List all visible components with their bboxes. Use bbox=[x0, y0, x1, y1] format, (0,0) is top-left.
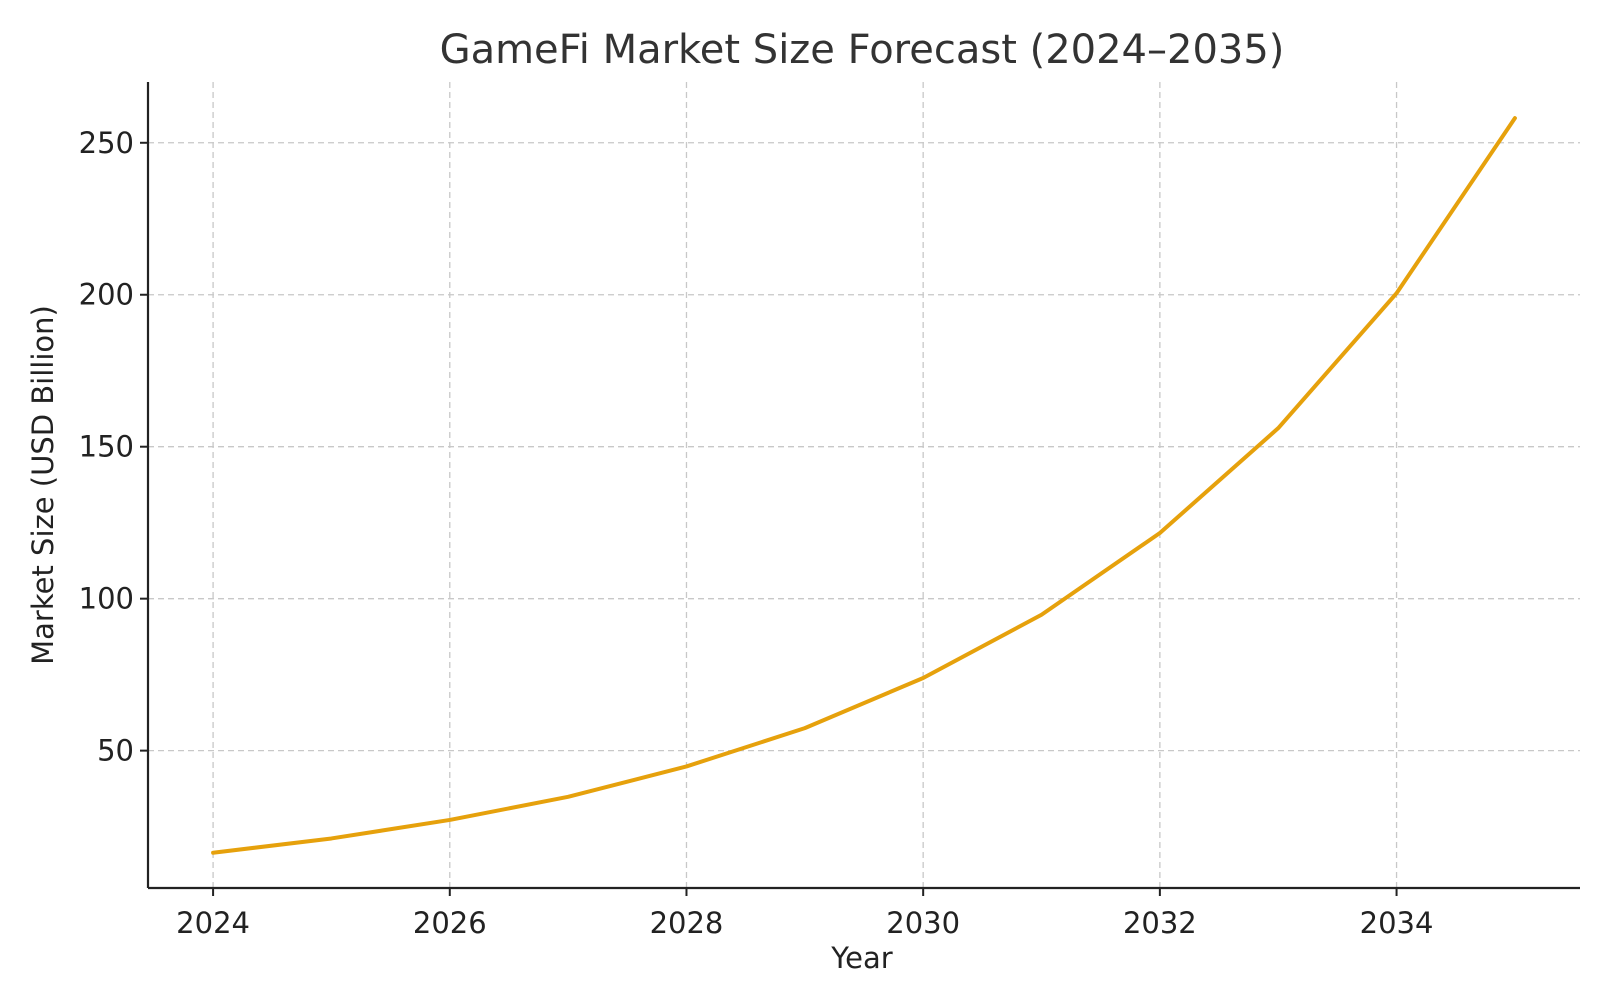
data-point bbox=[211, 851, 215, 855]
x-tick-label: 2034 bbox=[1360, 906, 1434, 940]
y-tick-label: 250 bbox=[79, 126, 134, 160]
y-tick-label: 100 bbox=[79, 582, 134, 616]
data-point bbox=[329, 836, 333, 840]
series-layer bbox=[211, 116, 1517, 855]
y-axis-label: Market Size (USD Billion) bbox=[26, 305, 60, 665]
series-line bbox=[211, 116, 1517, 855]
axes-layer bbox=[146, 82, 1580, 890]
y-tick-label: 200 bbox=[79, 278, 134, 312]
data-point bbox=[803, 726, 807, 730]
y-tick-label: 150 bbox=[79, 430, 134, 464]
x-tick-label: 2030 bbox=[886, 906, 960, 940]
ticks-layer: 2024 2026 2028 2030 2032 2034 50 100 150 200 250 bbox=[79, 126, 1434, 940]
data-point bbox=[448, 818, 452, 822]
data-point bbox=[566, 795, 570, 799]
data-point bbox=[1276, 426, 1280, 430]
x-tick-label: 2026 bbox=[413, 906, 487, 940]
data-point bbox=[921, 676, 925, 680]
data-point bbox=[1395, 291, 1399, 295]
data-point bbox=[1040, 613, 1044, 617]
data-point bbox=[1158, 531, 1162, 535]
x-tick-label: 2024 bbox=[176, 906, 250, 940]
y-tick-label: 50 bbox=[97, 734, 134, 768]
x-axis-label: Year bbox=[830, 941, 892, 975]
x-tick-label: 2032 bbox=[1123, 906, 1197, 940]
data-point bbox=[1513, 116, 1517, 120]
data-point bbox=[684, 764, 688, 768]
x-tick-label: 2028 bbox=[650, 906, 724, 940]
grid-layer bbox=[148, 82, 1580, 888]
chart-title: GameFi Market Size Forecast (2024–2035) bbox=[440, 27, 1285, 73]
